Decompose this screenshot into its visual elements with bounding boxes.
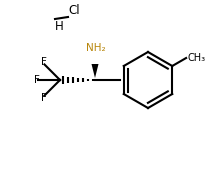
Polygon shape xyxy=(92,64,99,78)
Text: Cl: Cl xyxy=(68,3,80,17)
Text: F: F xyxy=(41,57,46,67)
Text: F: F xyxy=(41,93,46,103)
Text: F: F xyxy=(34,75,40,85)
Text: H: H xyxy=(55,20,64,32)
Text: CH₃: CH₃ xyxy=(187,53,205,63)
Text: NH₂: NH₂ xyxy=(86,43,106,53)
